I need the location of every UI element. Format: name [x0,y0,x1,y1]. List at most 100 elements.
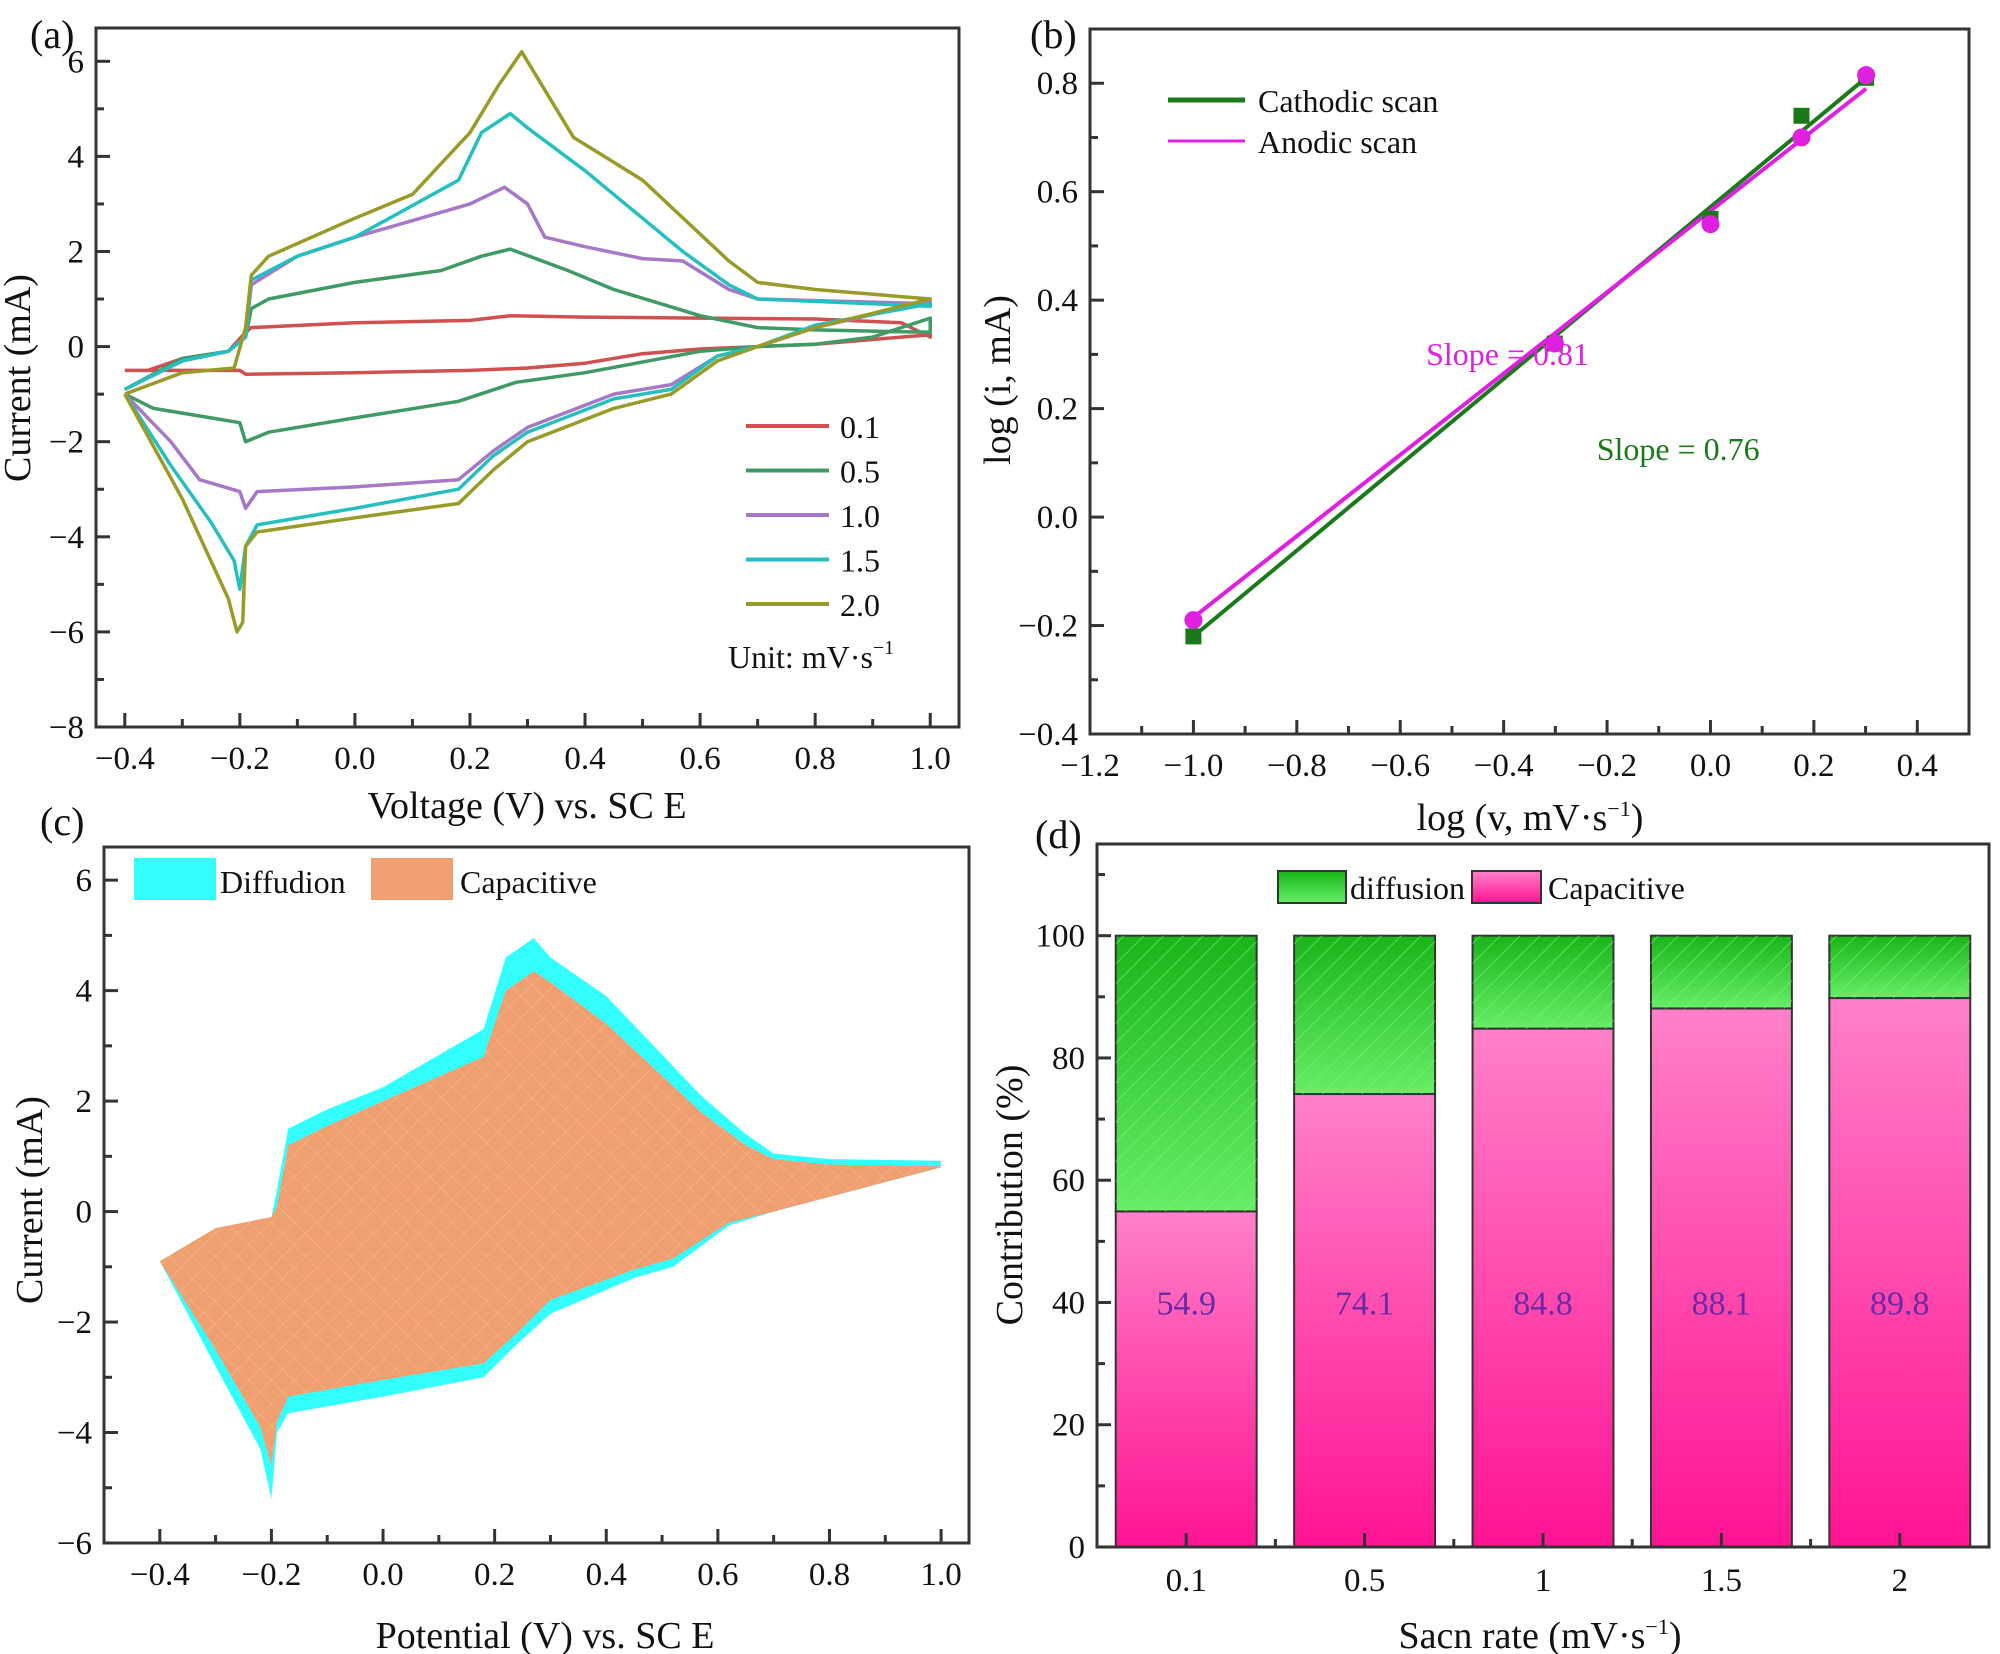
x-axis-label-d-sup: −1 [1645,1614,1668,1639]
x-tick-label: 0.2 [474,1557,515,1593]
legend-swatch-capacitive [1471,870,1542,904]
y-tick-label: 6 [68,44,85,80]
x-tick-label: 0.4 [1897,748,1938,784]
bar-diffusion-hatch [1650,935,1792,1009]
x-tick-label: 0.6 [697,1557,738,1593]
y-axis-label-c: Current (mA) [9,1096,51,1304]
data-point-cathodic [1793,107,1810,124]
bar-data-label: 84.8 [1513,1286,1573,1323]
x-tick-label: 0.2 [449,741,490,777]
x-tick-label: −0.2 [1577,748,1637,784]
y-tick-label: 0 [76,1195,93,1231]
bar-diffusion-hatch [1115,935,1257,1212]
y-tick-label: 60 [1052,1163,1085,1199]
x-tick-label: 0.4 [586,1557,627,1593]
x-tick-label: −0.2 [210,741,270,777]
capacitive-area-texture [159,971,942,1466]
y-tick-label: 20 [1052,1408,1085,1444]
x-tick-label: 0.2 [1793,748,1834,784]
axes-frame-c [102,845,971,1545]
x-axis-label-d-end: ) [1669,1615,1682,1654]
legend-swatch-diffusion [1277,870,1347,904]
axes-c: −0.4 −0.2 0.0 0.2 0.4 0.6 0.8 1.0 −6 −4 −2 0 2 4 6 [57,863,962,1593]
data-point-anodic [1792,128,1811,147]
bar-diffusion-hatch [1829,935,1971,999]
slope-label: Slope = 0.76 [1597,431,1760,467]
unit-note: Unit: mV·s−1 [728,637,894,675]
y-tick-label: 0.6 [1037,175,1078,211]
axes-frame-a [94,26,961,729]
bar-diffusion-hatch [1472,935,1614,1029]
x-tick-label: 0.0 [1690,748,1731,784]
y-tick-label: 4 [76,974,93,1010]
log-scatter-plot [1184,66,1876,645]
x-tick-label: 0.8 [809,1557,850,1593]
bar-data-label: 54.9 [1156,1286,1216,1323]
y-axis-label-b: log (i, mA) [977,295,1019,465]
panel-b: (b) −1.2 −1.0 −0.8 −0.6 −0.4 −0.2 0.0 0.2 0.4 −0.… [977,12,1971,839]
x-axis-label-c: Potential (V) vs. SC E [376,1615,715,1654]
cv-curves-plot [123,50,932,634]
slope-annotations: Slope = 0.81 Slope = 0.76 [1426,336,1760,467]
panel-d: (d) 54.9 74.1 84.8 88.1 89.8 0.1 0.5 1 1.5 20204… [989,812,1991,1654]
x-axis-label-d: Sacn rate (mV·s−1) [1399,1614,1682,1654]
x-axis-label-a: Voltage (V) vs. SC E [367,785,686,827]
x-tick-label: 0.0 [334,741,375,777]
y-tick-label: 0 [1069,1530,1086,1566]
data-point-anodic [1545,334,1564,353]
x-axis-label-b-end: ) [1631,797,1644,839]
data-point-anodic [1857,66,1876,85]
y-tick-label: −0.2 [1018,609,1078,645]
legend-label: Capacitive [1548,870,1685,906]
x-tick-label: 0.1 [1166,1563,1207,1599]
y-tick-label: 80 [1052,1041,1085,1077]
y-tick-label: 0.2 [1037,392,1078,428]
y-tick-label: −2 [57,1305,92,1341]
axes-frame-b [1088,27,1971,736]
y-tick-label: 0.4 [1037,283,1078,319]
x-tick-label: 0.5 [1344,1563,1385,1599]
x-tick-label: −0.2 [241,1557,301,1593]
legend-swatch-capacitive [371,858,453,900]
panel-label-c: (c) [40,799,84,844]
legend-label: 1.0 [840,498,880,534]
fit-line-cathodic [1192,76,1868,638]
x-tick-label: 1.0 [910,741,951,777]
x-tick-label: −0.4 [130,1557,190,1593]
y-tick-label: 2 [68,234,85,270]
y-tick-label: 4 [68,139,85,175]
legend-d: diffusion Capacitive [1277,870,1685,906]
legend-a: 0.1 0.5 1.0 1.5 2.0 [746,409,880,623]
bar-data-label: 88.1 [1692,1286,1752,1323]
y-tick-label: 0.0 [1037,500,1078,536]
x-tick-label: −1.2 [1060,748,1120,784]
bar-diffusion-hatch [1294,935,1436,1095]
cv-curve-1-5 [123,111,932,591]
x-axis-label-b-text: log (v, mV·s [1417,797,1608,839]
axes-b: −1.2 −1.0 −0.8 −0.6 −0.4 −0.2 0.0 0.2 0.4 −0.4 −0.… [1018,66,1938,784]
x-axis-label-b-sup: −1 [1607,796,1630,821]
legend-label: Diffudion [220,864,346,900]
x-tick-label: 1.0 [920,1557,961,1593]
cv-curve-0-5 [123,247,932,444]
x-tick-label: −0.8 [1267,748,1327,784]
x-tick-label: −0.6 [1370,748,1430,784]
x-tick-label: 0.4 [564,741,605,777]
cv-curve-2-0 [123,50,932,634]
cv-curve-1-0 [123,185,932,511]
data-point-anodic [1701,215,1720,234]
slope-label: Slope = 0.81 [1426,336,1589,372]
y-axis-label-a: Current (mA) [0,274,39,482]
y-tick-label: 40 [1052,1285,1085,1321]
panel-c: (c) −0.4 −0.2 0.0 0.2 0.4 0.6 0.8 1.0 −6 −4 −2 0 2 4 6… [9,799,971,1654]
stacked-bar-plot: 54.9 74.1 84.8 88.1 89.8 [1114,934,1972,1548]
y-tick-label: 0.8 [1037,66,1078,102]
legend-swatch-diffusion [134,858,216,900]
y-tick-label: −4 [49,520,84,556]
y-tick-label: 100 [1036,919,1086,955]
x-tick-label: 0.8 [795,741,836,777]
contribution-area-plot [159,938,942,1499]
fit-line-anodic [1192,87,1868,619]
bar-data-label: 74.1 [1335,1286,1395,1323]
y-tick-label: −6 [57,1526,92,1562]
